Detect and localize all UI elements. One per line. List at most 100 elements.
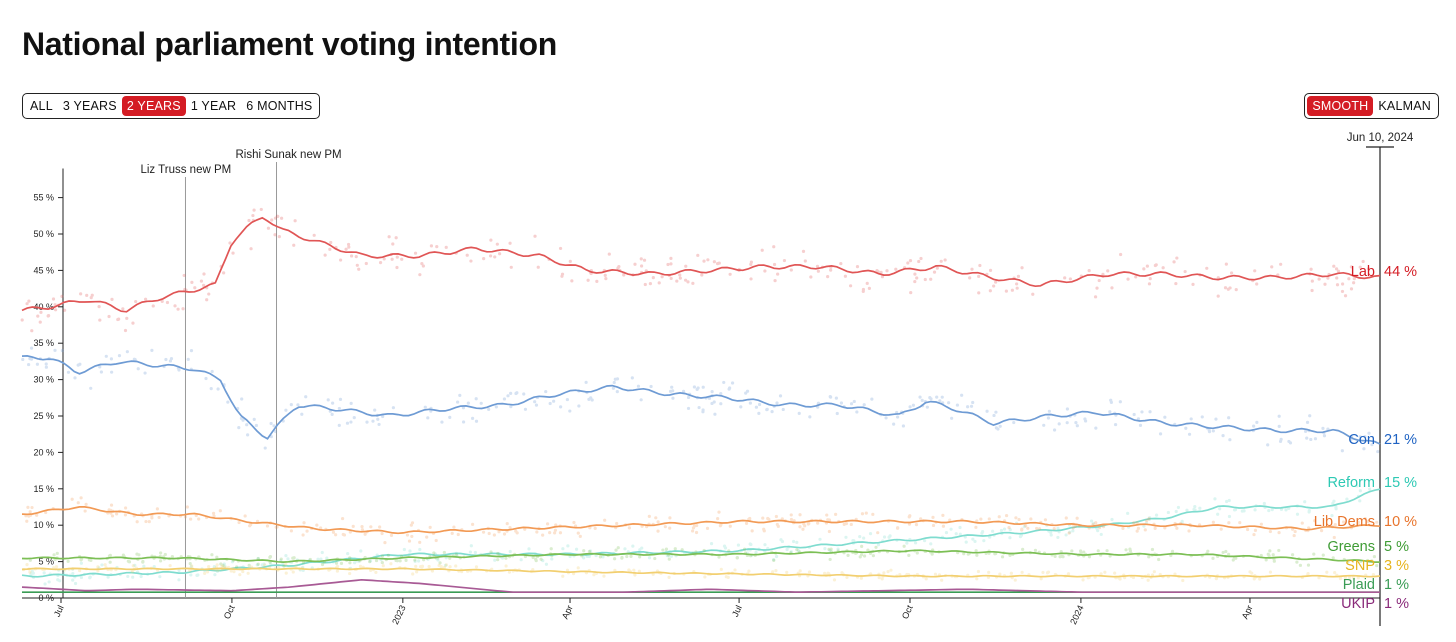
- poll-point: [627, 568, 631, 572]
- poll-point: [374, 570, 378, 575]
- poll-point: [442, 550, 446, 555]
- poll-point: [978, 263, 982, 268]
- poll-point: [705, 526, 710, 530]
- poll-point: [1298, 563, 1303, 567]
- poll-point: [827, 547, 831, 551]
- poll-point: [1303, 500, 1307, 504]
- poll-point: [53, 348, 57, 352]
- poll-point: [1356, 576, 1360, 580]
- poll-point: [47, 580, 51, 584]
- poll-point: [89, 558, 93, 562]
- series-name-label-lib-dems: Lib Dems: [1314, 514, 1375, 530]
- poll-point: [205, 298, 209, 302]
- poll-point: [572, 520, 576, 525]
- smooth-button[interactable]: SMOOTH: [1307, 96, 1374, 116]
- poll-point: [337, 423, 341, 427]
- poll-point: [335, 569, 339, 573]
- poll-point: [1310, 288, 1314, 293]
- poll-point: [55, 551, 59, 555]
- poll-point: [1248, 570, 1252, 574]
- poll-point: [1163, 526, 1167, 530]
- poll-point: [302, 521, 306, 525]
- poll-point: [638, 548, 642, 552]
- poll-point: [437, 563, 441, 568]
- poll-point: [816, 521, 820, 525]
- poll-point: [616, 546, 620, 550]
- poll-point: [909, 291, 913, 295]
- poll-point: [416, 559, 421, 563]
- poll-point: [238, 573, 242, 577]
- poll-point: [1227, 416, 1231, 420]
- kalman-button[interactable]: KALMAN: [1378, 99, 1431, 113]
- poll-point: [1047, 409, 1051, 413]
- poll-point: [481, 530, 486, 534]
- poll-point: [404, 558, 408, 562]
- poll-point: [117, 353, 122, 358]
- poll-point: [1045, 571, 1050, 575]
- poll-point: [98, 365, 102, 369]
- poll-point: [176, 307, 180, 311]
- poll-point: [28, 356, 32, 361]
- poll-point: [143, 297, 148, 301]
- range-6-months-button[interactable]: 6 MONTHS: [246, 99, 313, 113]
- poll-point: [553, 528, 557, 532]
- poll-point: [515, 391, 519, 395]
- poll-point: [215, 555, 219, 559]
- poll-point: [724, 575, 728, 579]
- poll-point: [364, 261, 368, 266]
- poll-point: [256, 562, 260, 566]
- poll-point: [1313, 437, 1318, 441]
- poll-point: [1147, 555, 1151, 559]
- poll-point: [319, 526, 323, 530]
- poll-point: [1214, 577, 1218, 581]
- range-2-years-button[interactable]: 2 YEARS: [121, 96, 186, 116]
- poll-point: [1096, 549, 1100, 553]
- poll-point: [1070, 549, 1074, 553]
- poll-point: [1227, 498, 1231, 503]
- poll-point: [1004, 513, 1009, 518]
- poll-point: [421, 264, 425, 268]
- poll-point: [1064, 533, 1068, 537]
- poll-point: [25, 563, 29, 567]
- poll-point: [489, 550, 493, 554]
- poll-point: [27, 299, 31, 303]
- poll-point: [931, 523, 936, 528]
- poll-point: [739, 405, 743, 409]
- poll-point: [998, 572, 1002, 576]
- range-3-years-button[interactable]: 3 YEARS: [62, 99, 117, 113]
- poll-point: [875, 269, 879, 273]
- poll-point: [492, 533, 496, 537]
- poll-point: [251, 213, 255, 218]
- poll-point: [1255, 420, 1259, 424]
- poll-point: [852, 399, 856, 404]
- poll-point: [1349, 265, 1354, 269]
- poll-point: [1191, 282, 1195, 286]
- poll-point: [1335, 276, 1339, 280]
- poll-point: [929, 277, 933, 281]
- poll-point: [448, 565, 452, 569]
- poll-point: [1180, 520, 1184, 524]
- poll-point: [1106, 269, 1110, 273]
- poll-point: [919, 256, 923, 261]
- poll-point: [268, 554, 273, 559]
- poll-point: [458, 393, 462, 397]
- poll-point: [1200, 415, 1204, 419]
- poll-point: [1214, 576, 1218, 580]
- range-all-button[interactable]: ALL: [30, 99, 53, 113]
- poll-point: [730, 381, 735, 385]
- poll-point: [823, 571, 827, 575]
- poll-point: [1332, 535, 1336, 540]
- poll-point: [664, 547, 669, 551]
- poll-point: [183, 515, 188, 519]
- poll-point: [780, 517, 784, 521]
- poll-point: [795, 548, 799, 552]
- poll-point: [1295, 560, 1299, 564]
- poll-point: [1145, 264, 1149, 268]
- poll-point: [292, 556, 296, 560]
- poll-point: [671, 389, 675, 393]
- poll-point: [1307, 508, 1311, 513]
- range-1-year-button[interactable]: 1 YEAR: [190, 99, 237, 113]
- poll-point: [1219, 527, 1223, 531]
- poll-point: [25, 519, 29, 523]
